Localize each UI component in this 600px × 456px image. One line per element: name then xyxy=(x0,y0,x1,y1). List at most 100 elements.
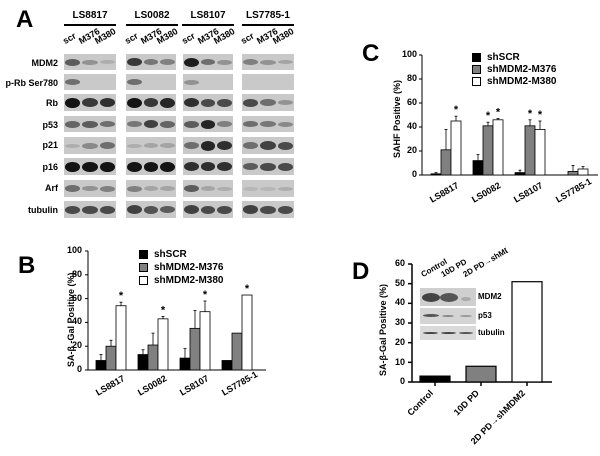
protein-band xyxy=(200,162,216,171)
protein-band xyxy=(200,205,216,214)
y-tick-label: 100 xyxy=(401,49,417,59)
protein-label: p-Rb Ser780 xyxy=(5,78,58,88)
protein-band xyxy=(217,141,232,150)
protein-band xyxy=(160,186,175,191)
protein-band xyxy=(184,205,199,214)
protein-band xyxy=(200,119,216,129)
blot-strip xyxy=(242,137,294,154)
protein-band xyxy=(243,186,259,191)
protein-band xyxy=(200,140,216,151)
header-underline xyxy=(182,24,234,26)
header-underline xyxy=(64,24,116,26)
protein-band xyxy=(260,121,276,127)
protein-band xyxy=(65,79,81,85)
protein-band xyxy=(260,141,276,150)
y-tick-label: 60 xyxy=(394,258,405,268)
protein-band xyxy=(65,205,81,214)
panel-c-letter: C xyxy=(362,40,380,67)
protein-band xyxy=(99,98,115,107)
protein-band xyxy=(65,120,81,128)
y-tick-label: 60 xyxy=(71,292,82,303)
protein-band xyxy=(217,205,232,214)
protein-label: MDM2 xyxy=(31,58,59,68)
protein-band xyxy=(143,143,159,148)
cell-line-header: LS7785-1 xyxy=(246,10,290,21)
protein-band xyxy=(143,59,159,65)
protein-band xyxy=(99,60,115,64)
protein-band xyxy=(217,162,232,171)
protein-band xyxy=(160,206,175,213)
protein-band xyxy=(217,59,232,65)
protein-band xyxy=(160,143,175,148)
blot-strip xyxy=(242,54,294,70)
protein-band xyxy=(184,162,199,171)
blot-strip xyxy=(126,116,176,132)
protein-band xyxy=(127,121,142,127)
protein-band xyxy=(82,186,98,191)
protein-band xyxy=(99,121,115,127)
cell-line-header: LS8107 xyxy=(190,10,226,21)
protein-band xyxy=(217,98,232,107)
protein-band xyxy=(127,185,142,192)
blot-strip xyxy=(242,180,294,197)
blot-strip xyxy=(64,180,116,197)
protein-band xyxy=(127,161,142,172)
protein-label: p53 xyxy=(42,120,58,130)
blot-strip xyxy=(64,74,116,90)
protein-band xyxy=(127,79,142,85)
y-tick-label: 60 xyxy=(406,97,417,107)
protein-band xyxy=(160,120,175,128)
protein-band xyxy=(184,120,199,128)
header-underline xyxy=(126,24,178,26)
blot-strip xyxy=(242,116,294,132)
protein-band xyxy=(277,121,293,127)
legend-swatch xyxy=(472,52,481,62)
protein-band xyxy=(82,161,98,172)
blot-strip xyxy=(126,137,176,154)
protein-band xyxy=(217,186,232,191)
protein-band xyxy=(243,59,259,65)
protein-band xyxy=(99,205,115,214)
blot-strip xyxy=(183,74,233,90)
protein-band xyxy=(160,59,175,65)
blot-strip xyxy=(64,116,116,132)
y-tick-label: 0 xyxy=(76,364,82,374)
y-tick-label: 80 xyxy=(71,268,82,279)
svg-text:*: * xyxy=(496,107,501,119)
y-tick-label: 80 xyxy=(406,73,417,83)
header-underline xyxy=(242,24,294,26)
svg-text:*: * xyxy=(161,304,166,316)
y-tick-label: 40 xyxy=(406,121,417,131)
y-tick-label: 0 xyxy=(399,376,405,387)
legend-item-shscr: shSCR xyxy=(472,52,520,63)
protein-band xyxy=(127,143,142,148)
blot-strip xyxy=(183,116,233,132)
protein-band xyxy=(243,205,259,214)
svg-text:*: * xyxy=(454,104,459,116)
protein-band xyxy=(217,121,232,127)
protein-label: tubulin xyxy=(28,205,58,215)
blot-strip xyxy=(64,94,116,111)
y-tick-label: 10 xyxy=(394,356,405,367)
blot-strip xyxy=(126,158,176,175)
inset-blot-mdm2 xyxy=(420,288,476,306)
protein-band xyxy=(82,205,98,214)
inset-protein-label: tubulin xyxy=(478,328,505,337)
y-tick-label: 40 xyxy=(394,297,405,308)
svg-text:*: * xyxy=(245,283,250,295)
protein-band xyxy=(200,98,216,107)
protein-band xyxy=(277,60,293,64)
legend-swatch xyxy=(139,249,148,259)
legend-swatch xyxy=(139,262,148,272)
protein-band xyxy=(260,162,276,171)
protein-band xyxy=(143,161,159,172)
blot-strip xyxy=(64,137,116,154)
blot-strip xyxy=(64,158,116,175)
blot-strip xyxy=(126,54,176,70)
protein-band xyxy=(65,97,81,108)
inset-blot-p53 xyxy=(420,308,476,324)
protein-band xyxy=(127,97,142,108)
protein-band xyxy=(277,100,293,105)
protein-band xyxy=(127,205,142,214)
